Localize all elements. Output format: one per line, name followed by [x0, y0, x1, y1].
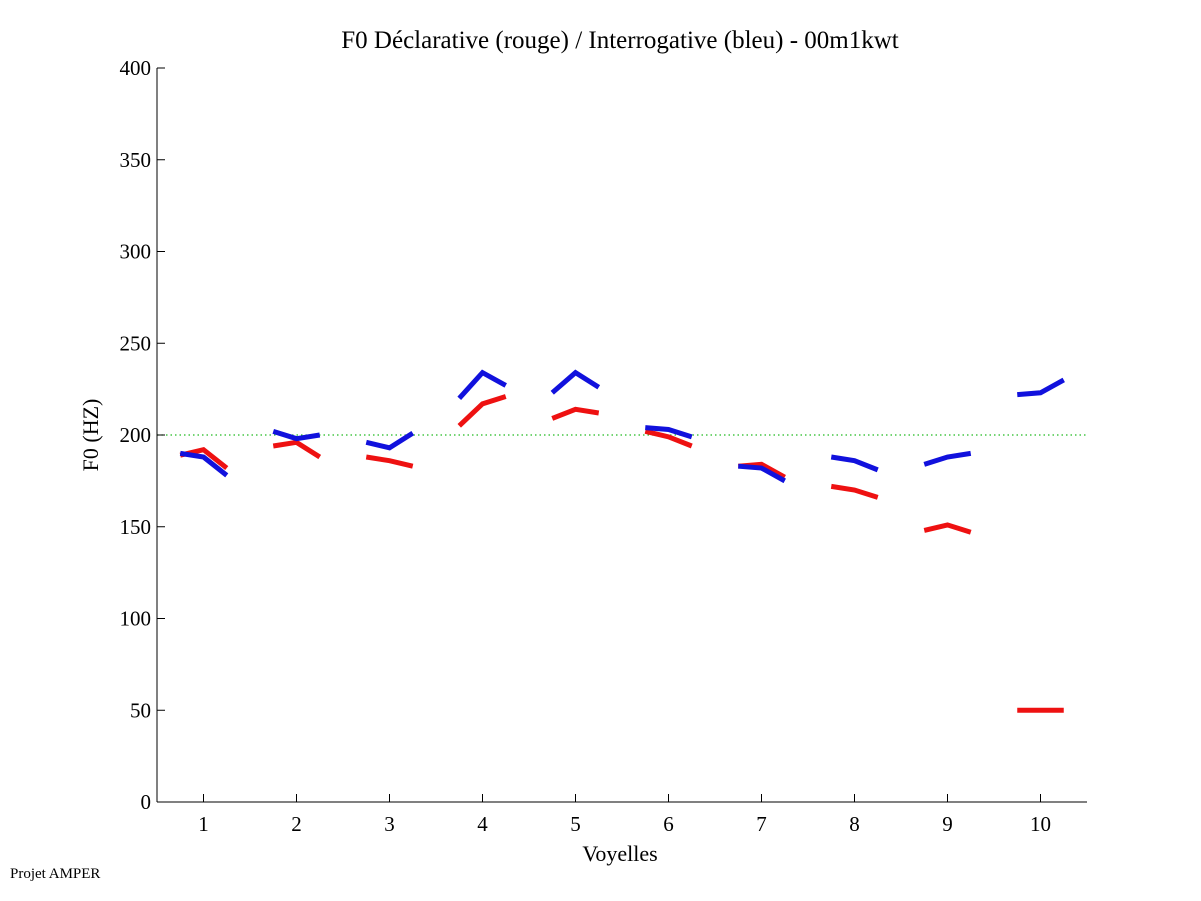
- interrogative-segment-5: [550, 369, 601, 395]
- declarative-segment-5: [551, 406, 600, 421]
- x-tick-label: 8: [849, 812, 860, 836]
- footer-credit: Projet AMPER: [10, 866, 100, 882]
- x-tick-label: 6: [663, 812, 674, 836]
- chart-title: F0 Déclarative (rouge) / Interrogative (…: [341, 27, 898, 54]
- y-tick-label: 350: [120, 148, 152, 172]
- y-ticks-layer: 0 50 100 150 200 250 300 350 400: [120, 56, 165, 814]
- x-tick-label: 9: [942, 812, 953, 836]
- y-tick-label: 0: [141, 790, 152, 814]
- y-tick-label: 150: [120, 515, 152, 539]
- y-axis-label: F0 (HZ): [78, 399, 103, 472]
- series-declarative: [179, 394, 1064, 713]
- x-ticks-layer: 1 2 3 4 5 6 7 8 9 10: [198, 794, 1051, 836]
- declarative-segment-4: [457, 394, 507, 428]
- x-tick-label: 10: [1030, 812, 1051, 836]
- interrogative-segment-3: [365, 431, 415, 451]
- x-tick-label: 1: [198, 812, 209, 836]
- y-tick-label: 50: [130, 698, 151, 722]
- interrogative-segment-10: [1017, 377, 1065, 398]
- declarative-segment-6: [644, 428, 693, 449]
- declarative-segment-3: [365, 454, 414, 469]
- interrogative-segment-4: [457, 369, 507, 400]
- y-tick-label: 400: [120, 56, 152, 80]
- declarative-segment-9: [923, 522, 972, 535]
- x-tick-label: 2: [291, 812, 302, 836]
- interrogative-segment-1: [179, 450, 229, 478]
- interrogative-segment-9: [923, 450, 972, 467]
- interrogative-segment-2: [272, 428, 321, 442]
- declarative-segment-8: [830, 483, 879, 500]
- series-layer: [179, 369, 1065, 713]
- interrogative-segment-8: [830, 454, 879, 473]
- y-tick-label: 300: [120, 240, 152, 264]
- interrogative-segment-7: [738, 463, 786, 484]
- x-tick-label: 4: [477, 812, 488, 836]
- x-tick-label: 7: [756, 812, 767, 836]
- y-tick-label: 250: [120, 331, 152, 355]
- x-tick-label: 5: [570, 812, 581, 836]
- x-tick-label: 3: [384, 812, 395, 836]
- series-interrogative: [179, 369, 1065, 484]
- declarative-segment-2: [272, 439, 322, 460]
- y-tick-label: 100: [120, 607, 152, 631]
- x-axis-label: Voyelles: [582, 841, 657, 866]
- interrogative-segment-6: [645, 425, 693, 440]
- y-tick-label: 200: [120, 423, 152, 447]
